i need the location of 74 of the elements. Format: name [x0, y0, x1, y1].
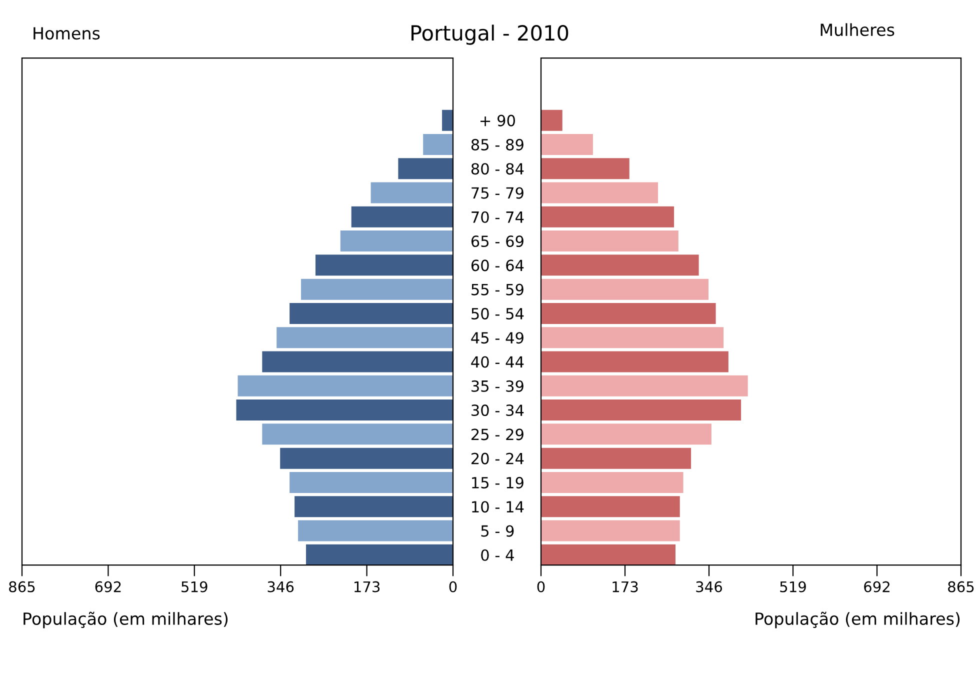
x-tick-label: 519: [182, 581, 208, 592]
bar: [541, 544, 676, 566]
y-tick-label: 80 - 84: [471, 163, 524, 175]
x-tick-label: 865: [948, 581, 974, 592]
bar: [541, 351, 728, 372]
y-tick-label: 0 - 4: [481, 549, 514, 561]
chart-title: Portugal - 2010: [412, 24, 568, 45]
bar: [298, 520, 453, 542]
bar: [541, 158, 630, 180]
bar: [541, 206, 674, 228]
bar: [541, 278, 709, 300]
bar: [541, 134, 593, 155]
bar: [370, 182, 453, 204]
x-tick-label: 346: [696, 581, 722, 592]
x-tick-label: 692: [864, 581, 890, 592]
bar: [236, 400, 453, 421]
bar: [541, 424, 712, 445]
y-tick-label: 40 - 44: [471, 356, 524, 368]
y-tick-label: 10 - 14: [472, 501, 524, 513]
bar: [290, 472, 453, 493]
bar: [351, 206, 453, 228]
bar: [541, 327, 724, 348]
y-tick-label: 65 - 69: [471, 236, 524, 248]
text: Mulheres: [820, 23, 894, 36]
bar: [541, 400, 742, 421]
bar: [306, 544, 453, 566]
bar: [442, 110, 453, 131]
bar: [541, 254, 699, 276]
bar: [541, 448, 692, 469]
y-tick-label: + 90: [480, 114, 515, 126]
bar: [423, 134, 453, 155]
bar: [541, 472, 684, 493]
y-tick-label: 15 - 19: [472, 476, 524, 488]
bar: [541, 182, 658, 204]
y-tick-label: 85 - 89: [471, 138, 524, 150]
bar: [238, 375, 453, 396]
bar: [262, 351, 453, 372]
y-tick-label: 75 - 79: [472, 187, 524, 199]
bar: [262, 424, 453, 445]
y-tick-label: 35 - 39: [472, 380, 524, 392]
x-tick-label: 173: [612, 581, 638, 592]
x-tick-label: 346: [268, 581, 294, 592]
bar: [276, 327, 453, 348]
x-tick-label: 865: [9, 581, 35, 592]
bar: [290, 302, 453, 324]
y-tick-label: 50 - 54: [472, 308, 524, 320]
bar: [541, 110, 562, 131]
y-tick-label: 25 - 29: [472, 428, 524, 440]
x-axis-title: População (em milhares): [24, 612, 228, 628]
x-tick-label: 519: [780, 581, 806, 592]
bar: [301, 278, 453, 300]
bar: [541, 520, 680, 542]
x-axis-title: População (em milhares): [756, 612, 960, 628]
y-tick-label: 30 - 34: [472, 404, 524, 416]
bar: [340, 230, 453, 252]
bar: [541, 496, 680, 518]
bar: [541, 230, 678, 252]
bar: [280, 448, 453, 469]
text: Homens: [34, 27, 100, 40]
y-tick-label: 5 - 9: [481, 525, 514, 537]
bar: [541, 302, 716, 324]
bar: [315, 254, 453, 276]
x-tick-label: 173: [354, 581, 380, 592]
bar: [398, 158, 453, 180]
y-tick-label: 20 - 24: [472, 452, 524, 464]
bar: [294, 496, 453, 518]
x-tick-label: 692: [95, 581, 121, 592]
x-tick-label: 0: [449, 581, 457, 592]
y-tick-label: 55 - 59: [472, 284, 524, 296]
x-tick-label: 0: [537, 581, 545, 592]
y-tick-label: 70 - 74: [472, 211, 524, 223]
y-tick-label: 60 - 64: [471, 260, 524, 272]
bar: [541, 375, 748, 396]
y-tick-label: 45 - 49: [471, 332, 524, 344]
